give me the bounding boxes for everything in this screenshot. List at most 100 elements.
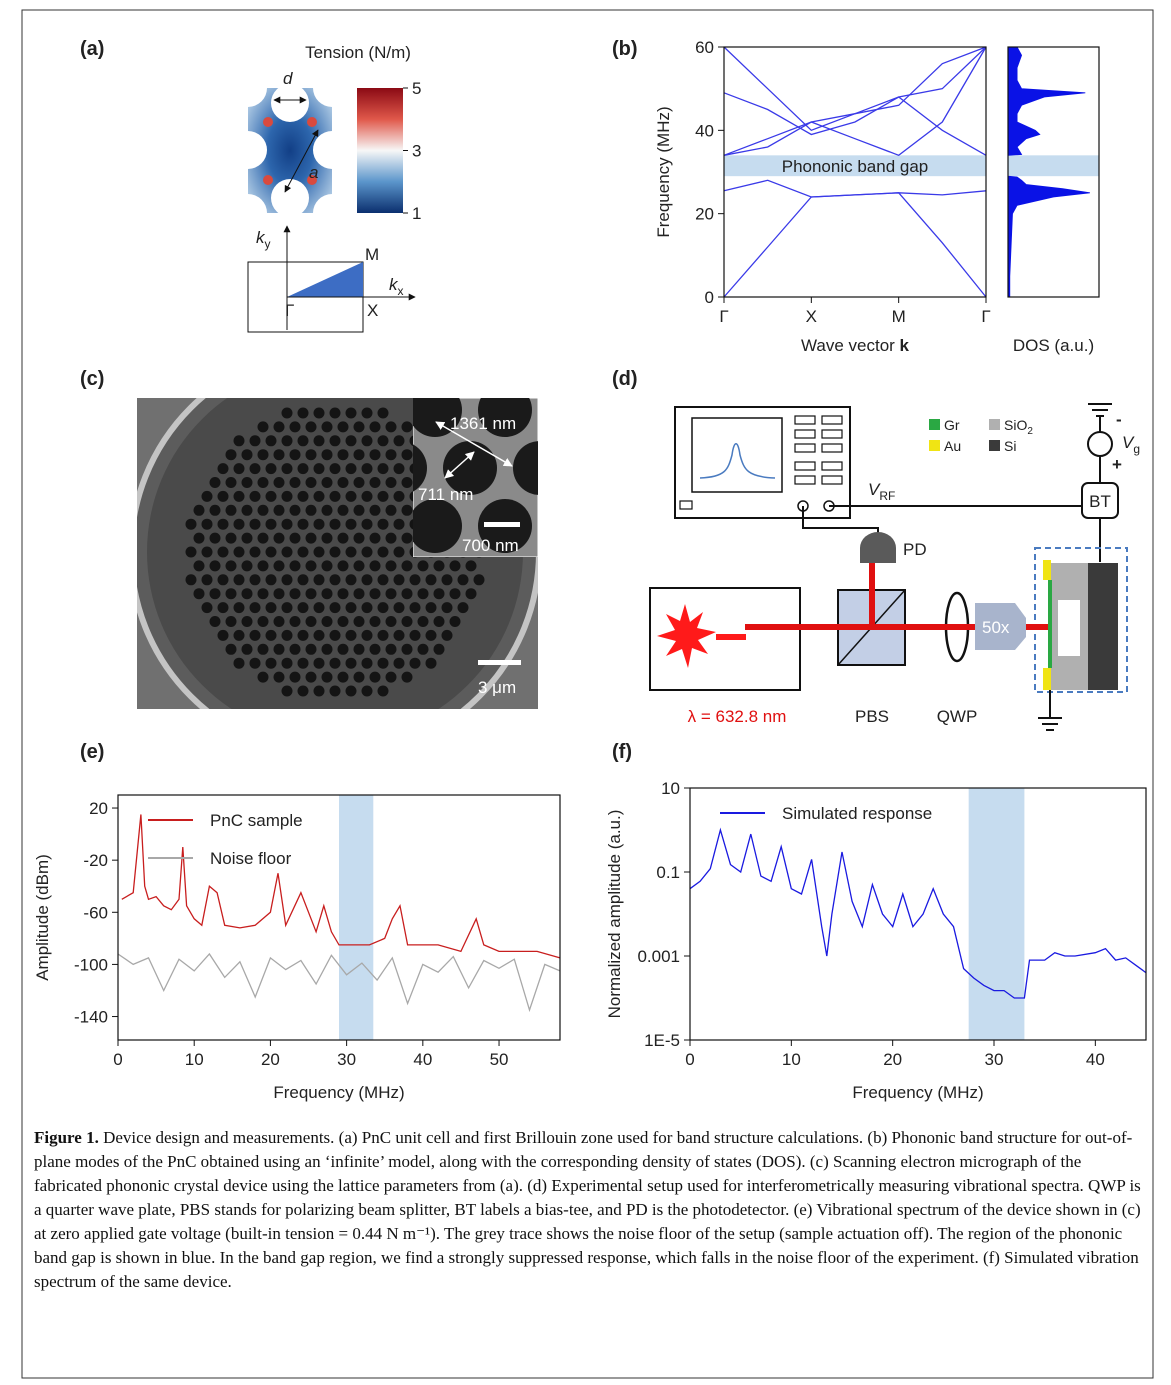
hole — [241, 560, 253, 572]
legend-label: Simulated response — [782, 804, 932, 823]
hole — [401, 504, 413, 516]
hole — [369, 532, 381, 544]
hole — [369, 671, 381, 683]
hole — [257, 588, 269, 600]
hole — [433, 560, 445, 572]
hole — [401, 421, 413, 433]
hole — [257, 504, 269, 516]
band-gap — [339, 795, 374, 1040]
hole — [369, 616, 381, 627]
series-line — [723, 46, 987, 157]
legend-label: PnC sample — [210, 811, 303, 830]
x-tick-label: 10 — [782, 1050, 801, 1069]
hole — [401, 588, 413, 600]
wavelength: λ = 632.8 nm — [688, 707, 787, 726]
panel-labels: (a) (b) (c) (d) (e) (f) — [80, 38, 638, 763]
hole — [297, 629, 309, 641]
hole — [329, 518, 341, 530]
hole — [297, 407, 309, 419]
hole — [305, 588, 317, 600]
hole — [281, 574, 293, 586]
hole — [305, 532, 317, 544]
hole — [345, 602, 357, 614]
hole — [257, 421, 269, 433]
y-tick-label: -60 — [83, 903, 108, 922]
y-tick-label: 40 — [695, 121, 714, 140]
hole — [209, 588, 221, 600]
hole — [313, 490, 325, 502]
point-label: M — [365, 245, 379, 264]
hole — [297, 546, 309, 558]
hole — [289, 477, 301, 488]
hole — [289, 504, 301, 516]
hole — [353, 449, 365, 461]
panel-label: (a) — [80, 38, 104, 60]
hole — [233, 435, 245, 447]
hole — [401, 671, 413, 683]
y-tick-label: 10 — [661, 779, 680, 798]
hole — [329, 629, 341, 641]
band-gap — [1008, 155, 1099, 177]
hole — [337, 449, 349, 461]
hole — [329, 435, 341, 447]
hole — [265, 518, 277, 530]
hole — [425, 602, 437, 614]
inset-hole — [413, 499, 462, 553]
hole — [257, 449, 269, 461]
hole — [321, 477, 333, 488]
unit-cell-label: a — [309, 163, 318, 182]
hole — [257, 643, 269, 655]
hole — [201, 518, 213, 530]
hole — [305, 616, 317, 627]
y-tick-label: -140 — [74, 1008, 108, 1027]
component-label: QWP — [937, 707, 978, 726]
panel-label: (c) — [80, 368, 104, 390]
hole — [353, 421, 365, 433]
hole — [337, 477, 349, 488]
hole — [297, 490, 309, 502]
hole — [417, 643, 429, 655]
legend-label: Gr — [944, 417, 960, 433]
y-tick-label: 20 — [695, 205, 714, 224]
hole — [225, 449, 237, 461]
hole — [289, 532, 301, 544]
hole — [185, 546, 197, 558]
hole — [249, 629, 261, 641]
hole — [257, 532, 269, 544]
hole — [233, 574, 245, 586]
hole — [361, 518, 373, 530]
series-line — [689, 827, 1147, 999]
hole — [369, 421, 381, 433]
inset-hole — [413, 444, 427, 492]
hole — [369, 477, 381, 488]
hole — [193, 532, 205, 544]
hole — [449, 588, 461, 600]
x-tick-label: 20 — [883, 1050, 902, 1069]
v: V — [868, 480, 881, 499]
hole — [289, 616, 301, 627]
hole — [401, 477, 413, 488]
legend-label: Noise floor — [210, 849, 292, 868]
hole — [377, 546, 389, 558]
hole — [313, 407, 325, 419]
hole — [337, 616, 349, 627]
caption-label: Figure 1. — [34, 1128, 99, 1147]
hole — [305, 504, 317, 516]
hole — [345, 546, 357, 558]
y-axis-label: Frequency (MHz) — [654, 106, 673, 237]
hole — [233, 657, 245, 669]
hole — [401, 643, 413, 655]
plot-frame — [117, 794, 561, 1041]
hole — [273, 449, 285, 461]
y-axis-label: Amplitude (dBm) — [33, 854, 52, 981]
hole — [217, 629, 229, 641]
hole — [281, 685, 293, 697]
hole — [345, 574, 357, 586]
hole — [321, 643, 333, 655]
hole — [441, 602, 453, 614]
hole — [241, 477, 253, 488]
voltage-label: VRF — [868, 480, 895, 503]
hole — [353, 588, 365, 600]
hole — [329, 546, 341, 558]
hole — [353, 616, 365, 627]
